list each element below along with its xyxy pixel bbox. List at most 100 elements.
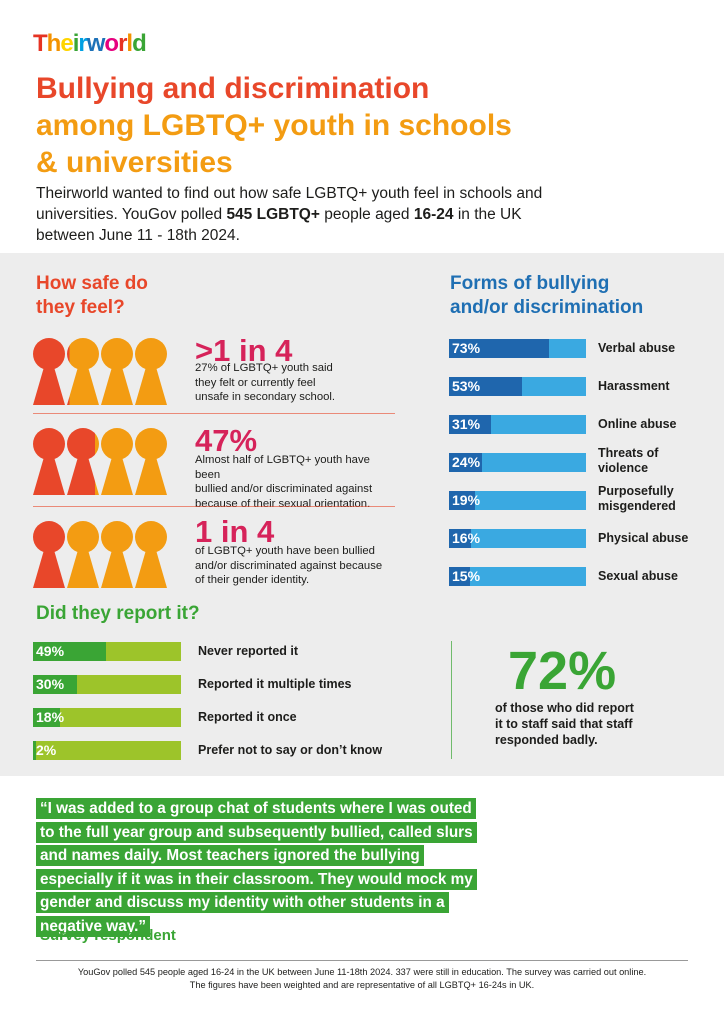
safety-stat-1-text-l1: 27% of LGBTQ+ youth said (195, 362, 333, 374)
safety-stat-2: 47% Almost half of LGBTQ+ youth have bee… (33, 423, 395, 510)
safety-stat-1: >1 in 4 27% of LGBTQ+ youth said they fe… (33, 333, 395, 409)
bar-fill (33, 741, 36, 760)
safety-stat-1-text-l2: they felt or currently feel (195, 376, 316, 389)
people-icon-group (33, 521, 167, 588)
bar-track (449, 453, 586, 472)
logo-letter: h (46, 30, 62, 57)
bar-value: 16% (452, 530, 481, 546)
report-bar-row: 18% Reported it once (33, 708, 433, 728)
bar-fill (449, 453, 482, 472)
bar-track (449, 529, 586, 548)
forms-heading-line-2: and/or discrimination (450, 297, 644, 318)
divider (33, 413, 395, 414)
bar-label-l1: Purposefully (598, 484, 674, 498)
intro-text-2: people aged (319, 206, 414, 223)
safety-stat-1-big: >1 in 4 (195, 333, 293, 368)
safety-stat-2-big: 47% (195, 423, 258, 458)
logo-letter: r (78, 30, 87, 57)
bar-value: 31% (452, 416, 481, 432)
bar-value: 19% (452, 492, 481, 508)
person-icon (101, 428, 133, 495)
safety-stat-2-text: Almost half of LGBTQ+ youth have been bu… (195, 453, 395, 511)
forms-bar-row: 15% Sexual abuse (449, 567, 709, 587)
bar-fill (449, 339, 549, 358)
safety-stat-2-text-l3: because of their sexual orientation. (195, 497, 371, 510)
bar-label: Reported it multiple times (198, 677, 352, 691)
intro-paragraph: Theirworld wanted to find out how safe L… (36, 183, 556, 246)
logo-letter: o (104, 30, 119, 57)
quote-attribution: Survey respondent (40, 927, 176, 944)
person-icon (67, 521, 99, 588)
person-icon (67, 338, 99, 405)
intro-bold-1: 545 LGBTQ+ (226, 206, 320, 223)
bar-fill (449, 491, 476, 510)
bar-label-l1: Harassment (598, 379, 670, 393)
safety-stat-2-text-l1: Almost half of LGBTQ+ youth have been (195, 454, 370, 481)
bar-fill (449, 377, 522, 396)
forms-bar-row: 24% Threats of violence (449, 446, 709, 475)
bar-fill (33, 708, 60, 727)
footer-divider (36, 960, 688, 961)
bar-label: Sexual abuse (598, 569, 678, 584)
safety-stat-3-text: of LGBTQ+ youth have been bullied and/or… (195, 544, 382, 588)
person-icon (101, 338, 133, 405)
person-icon (101, 521, 133, 588)
logo-letter: d (132, 30, 147, 57)
safety-stat-1-text: 27% of LGBTQ+ youth said they felt or cu… (195, 361, 335, 405)
person-icon (33, 428, 65, 495)
page-title: Bullying and discrimination among LGBTQ+… (36, 70, 696, 181)
person-icon (135, 338, 167, 405)
people-icon-group (33, 428, 167, 495)
bar-value: 53% (452, 378, 481, 394)
safety-stat-3-text-l2: and/or discriminated against because (195, 559, 383, 572)
staff-stat-big: 72% (508, 641, 617, 701)
bar-value: 49% (36, 643, 65, 659)
safety-heading-line-2: they feel? (36, 297, 125, 318)
safety-stat-3-text-l3: of their gender identity. (195, 574, 310, 586)
footer-note: YouGov polled 545 people aged 16-24 in t… (36, 966, 688, 991)
report-heading: Did they report it? (36, 603, 200, 624)
staff-stat-l3: responded badly. (495, 733, 598, 747)
staff-stat-l1: of those who did report (495, 701, 634, 715)
bar-label: Purposefully misgendered (598, 484, 676, 514)
intro-bold-2: 16-24 (413, 206, 454, 223)
forms-bar-row: 53% Harassment (449, 377, 709, 397)
forms-bar-row: 19% Purposefully misgendered (449, 484, 709, 513)
people-icon-group (33, 338, 167, 405)
bar-label-l1: Physical abuse (598, 531, 689, 545)
bar-label: Prefer not to say or don’t know (198, 743, 383, 757)
bar-value: 73% (452, 340, 481, 356)
divider (33, 506, 395, 507)
safety-stat-3: 1 in 4 of LGBTQ+ youth have been bullied… (33, 514, 395, 592)
bar-fill (33, 642, 106, 661)
forms-bar-row: 16% Physical abuse (449, 529, 709, 549)
bar-track (33, 708, 181, 727)
intro-text-3: in the UK between June 11 - 18th 2024. (36, 206, 522, 244)
staff-stat-l2: it to staff said that staff (495, 717, 633, 731)
bar-fill (449, 567, 470, 586)
report-bar-row: 30% Reported it multiple times (33, 675, 433, 695)
report-bar-row: 49% Never reported it (33, 642, 433, 662)
forms-bar-row: 73% Verbal abuse (449, 339, 709, 359)
title-line-2: among LGBTQ+ youth in schools (36, 109, 512, 142)
safety-stat-3-text-l1: of LGBTQ+ youth have been bullied (195, 545, 375, 557)
bar-fill (449, 415, 492, 434)
forms-heading: Forms of bullying and/or discrimination (450, 272, 690, 320)
safety-heading-line-1: How safe do (36, 273, 148, 294)
footer-line-1: YouGov polled 545 people aged 16-24 in t… (77, 967, 647, 977)
logo-letter: i (72, 30, 80, 57)
logo-letter: w (86, 30, 106, 57)
forms-heading-line-1: Forms of bullying (450, 273, 610, 294)
safety-heading: How safe do they feel? (36, 272, 196, 320)
bar-label: Harassment (598, 379, 670, 394)
divider (451, 641, 452, 759)
intro-text-1: Theirworld wanted to find out how safe L… (36, 185, 543, 223)
bar-fill (33, 675, 78, 694)
title-line-1: Bullying and discrimination (36, 72, 430, 105)
person-icon (135, 428, 167, 495)
bar-value: 30% (36, 676, 65, 692)
logo-letter: l (126, 30, 133, 57)
safety-stat-3-big: 1 in 4 (195, 514, 275, 549)
logo-letter: T (33, 30, 48, 57)
